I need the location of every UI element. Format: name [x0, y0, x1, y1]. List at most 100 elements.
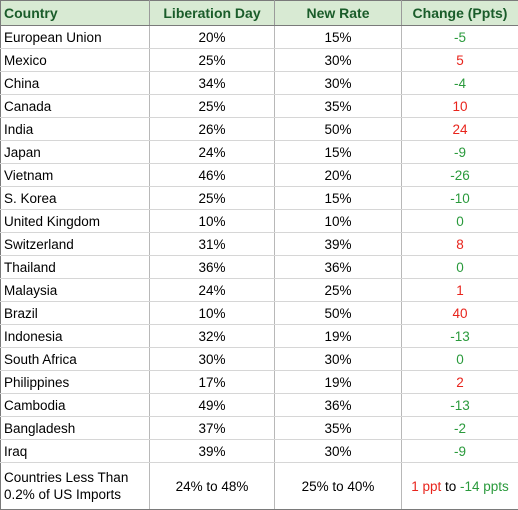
- cell-change: 10: [402, 95, 518, 118]
- cell-liberation-day: 25%: [150, 187, 275, 210]
- cell-change: -4: [402, 72, 518, 95]
- cell-change: 1: [402, 279, 518, 302]
- cell-new-rate: 30%: [275, 348, 402, 371]
- change-range-connector: to: [441, 479, 460, 494]
- cell-liberation-day: 10%: [150, 210, 275, 233]
- cell-new-rate: 19%: [275, 325, 402, 348]
- cell-liberation-day: 20%: [150, 26, 275, 49]
- cell-new-rate: 50%: [275, 118, 402, 141]
- cell-country: Brazil: [1, 302, 150, 325]
- cell-liberation-day: 31%: [150, 233, 275, 256]
- cell-country: United Kingdom: [1, 210, 150, 233]
- cell-new-rate: 35%: [275, 95, 402, 118]
- cell-change: -9: [402, 141, 518, 164]
- cell-liberation-day: 49%: [150, 394, 275, 417]
- cell-country: Japan: [1, 141, 150, 164]
- cell-new-rate: 30%: [275, 72, 402, 95]
- cell-change: 0: [402, 210, 518, 233]
- cell-new-rate: 50%: [275, 302, 402, 325]
- cell-country: S. Korea: [1, 187, 150, 210]
- header-country[interactable]: Country: [1, 1, 150, 26]
- cell-new-rate: 36%: [275, 394, 402, 417]
- header-row: Country Liberation Day New Rate Change (…: [1, 1, 518, 26]
- cell-country: Mexico: [1, 49, 150, 72]
- cell-new-rate: 35%: [275, 417, 402, 440]
- cell-country: Iraq: [1, 440, 150, 463]
- cell-liberation-day: 24% to 48%: [150, 463, 275, 510]
- cell-liberation-day: 32%: [150, 325, 275, 348]
- cell-change: -5: [402, 26, 518, 49]
- cell-liberation-day: 25%: [150, 95, 275, 118]
- cell-country: Cambodia: [1, 394, 150, 417]
- cell-country: European Union: [1, 26, 150, 49]
- change-range-start: 1 ppt: [411, 479, 441, 494]
- cell-new-rate: 30%: [275, 440, 402, 463]
- cell-liberation-day: 34%: [150, 72, 275, 95]
- cell-change: -10: [402, 187, 518, 210]
- cell-liberation-day: 17%: [150, 371, 275, 394]
- cell-change: -2: [402, 417, 518, 440]
- cell-country: Vietnam: [1, 164, 150, 187]
- cell-liberation-day: 24%: [150, 141, 275, 164]
- cell-new-rate: 25%: [275, 279, 402, 302]
- cell-new-rate: 25% to 40%: [275, 463, 402, 510]
- cell-liberation-day: 37%: [150, 417, 275, 440]
- country-line-2: 0.2% of US Imports: [4, 487, 121, 502]
- cell-liberation-day: 30%: [150, 348, 275, 371]
- header-new-rate[interactable]: New Rate: [275, 1, 402, 26]
- cell-country: Indonesia: [1, 325, 150, 348]
- header-change[interactable]: Change (Ppts): [402, 1, 518, 26]
- cell-country: Malaysia: [1, 279, 150, 302]
- cell-change: 5: [402, 49, 518, 72]
- cell-country: Canada: [1, 95, 150, 118]
- cell-country: Philippines: [1, 371, 150, 394]
- cell-liberation-day: 24%: [150, 279, 275, 302]
- cell-new-rate: 36%: [275, 256, 402, 279]
- cell-change: 1 ppt to -14 ppts: [402, 463, 518, 510]
- table-row-small-importers: Countries Less Than 0.2% of US Imports 24%…: [1, 463, 518, 510]
- cell-country: India: [1, 118, 150, 141]
- cell-country: South Africa: [1, 348, 150, 371]
- cell-country: Bangladesh: [1, 417, 150, 440]
- country-line-1: Countries Less Than: [4, 470, 128, 485]
- header-liberation-day[interactable]: Liberation Day: [150, 1, 275, 26]
- cell-liberation-day: 46%: [150, 164, 275, 187]
- cell-change: 0: [402, 348, 518, 371]
- cell-liberation-day: 36%: [150, 256, 275, 279]
- cell-liberation-day: 26%: [150, 118, 275, 141]
- cell-change: 2: [402, 371, 518, 394]
- cell-new-rate: 19%: [275, 371, 402, 394]
- cell-new-rate: 20%: [275, 164, 402, 187]
- cell-country: Countries Less Than 0.2% of US Imports: [1, 463, 150, 510]
- cell-change: -26: [402, 164, 518, 187]
- cell-change: 40: [402, 302, 518, 325]
- cell-liberation-day: 25%: [150, 49, 275, 72]
- cell-change: 24: [402, 118, 518, 141]
- cell-change: -9: [402, 440, 518, 463]
- cell-new-rate: 15%: [275, 26, 402, 49]
- cell-change: 8: [402, 233, 518, 256]
- cell-change: 0: [402, 256, 518, 279]
- cell-new-rate: 15%: [275, 187, 402, 210]
- cell-new-rate: 30%: [275, 49, 402, 72]
- table-header: Country Liberation Day New Rate Change (…: [1, 1, 518, 26]
- cell-new-rate: 39%: [275, 233, 402, 256]
